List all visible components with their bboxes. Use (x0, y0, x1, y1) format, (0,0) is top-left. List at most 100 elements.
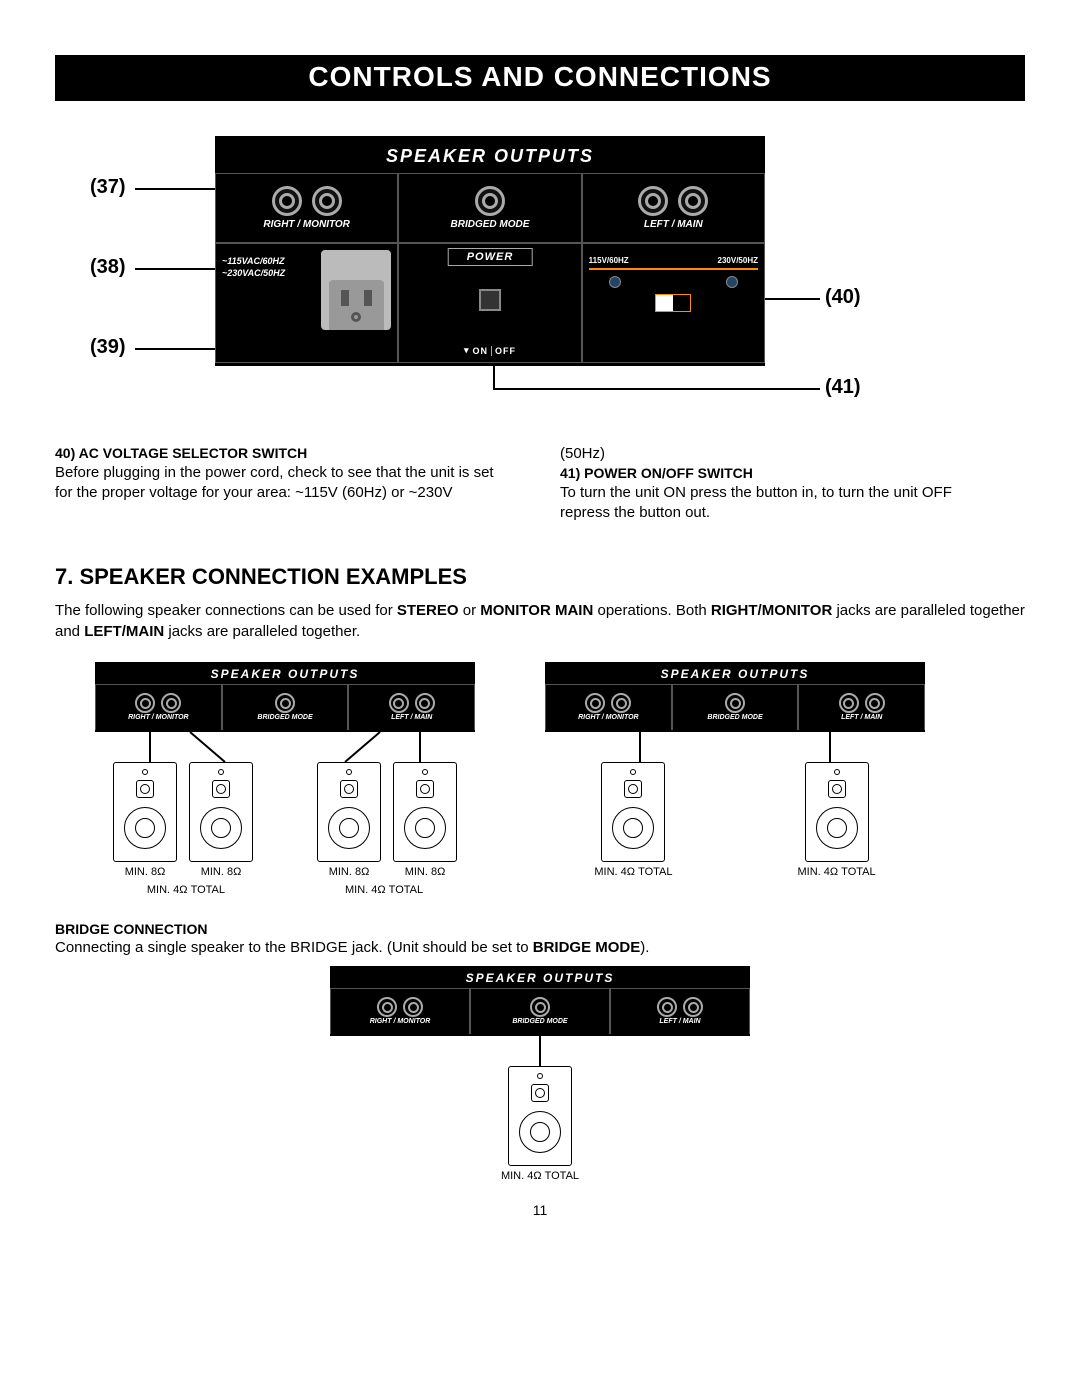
voltage-selector-cell: 115V/60HZ 230V/50HZ (582, 243, 765, 363)
power-button-icon (479, 289, 501, 311)
cell-label: RIGHT / MONITOR (128, 714, 189, 721)
jack-icon (475, 186, 505, 216)
ac-label-line: ~230VAC/50HZ (222, 268, 285, 280)
description-columns: 40) AC VOLTAGE SELECTOR SWITCH Before pl… (55, 444, 1025, 524)
callout-41: (41) (825, 376, 861, 399)
section-7-intro: The following speaker connections can be… (55, 600, 1025, 642)
cell-label: BRIDGED MODE (451, 219, 530, 230)
intro-text: or (459, 602, 481, 619)
body-text: Before plugging in the power cord, check… (55, 463, 520, 483)
left-column: 40) AC VOLTAGE SELECTOR SWITCH Before pl… (55, 444, 520, 524)
example-bridge: SPEAKER OUTPUTS RIGHT / MONITOR BRIDGED … (330, 966, 750, 1182)
wire-diagram (545, 732, 925, 762)
right-monitor-cell: RIGHT / MONITOR (215, 173, 398, 243)
speaker-icon (393, 762, 457, 862)
mini-panel-title: SPEAKER OUTPUTS (545, 662, 925, 684)
speaker-icon (189, 762, 253, 862)
leader-line (493, 388, 820, 390)
jack-icon (272, 186, 302, 216)
speaker-icon (113, 762, 177, 862)
jack-icon (377, 997, 397, 1017)
right-column: (50Hz) 41) POWER ON/OFF SWITCH To turn t… (560, 444, 1025, 524)
panel-bottom-row: ~115VAC/60HZ ~230VAC/50HZ POWER ▾ ON OFF (215, 243, 765, 363)
item-41-heading: 41) POWER ON/OFF SWITCH (560, 464, 1025, 483)
cell-label: BRIDGED MODE (512, 1018, 567, 1025)
mini-panel: SPEAKER OUTPUTS RIGHT / MONITOR BRIDGED … (95, 662, 475, 732)
wire-diagram (95, 732, 475, 762)
intro-bold: RIGHT/MONITOR (711, 602, 832, 619)
jack-icon (657, 997, 677, 1017)
cell-label: RIGHT / MONITOR (370, 1018, 431, 1025)
callout-40: (40) (825, 286, 861, 309)
intro-text: jacks are paralleled together. (164, 623, 360, 640)
led-icon (726, 276, 738, 288)
bridge-text-part: Connecting a single speaker to the BRIDG… (55, 939, 533, 956)
panel-title: SPEAKER OUTPUTS (215, 136, 765, 173)
mini-panel-title: SPEAKER OUTPUTS (95, 662, 475, 684)
intro-bold: STEREO (397, 602, 459, 619)
impedance-label: MIN. 8Ω (329, 866, 370, 878)
bridge-heading: BRIDGE CONNECTION (55, 921, 1025, 937)
on-off-label: ▾ ON OFF (464, 345, 516, 356)
jack-icon (839, 693, 859, 713)
volt-label-230: 230V/50HZ (718, 256, 758, 265)
bridge-text: Connecting a single speaker to the BRIDG… (55, 939, 1025, 956)
cell-label: BRIDGED MODE (257, 714, 312, 721)
on-label: ON (473, 346, 489, 356)
jack-icon (389, 693, 409, 713)
ac-label-line: ~115VAC/60HZ (222, 256, 285, 268)
volt-label-115: 115V/60HZ (589, 256, 629, 265)
jack-icon (403, 997, 423, 1017)
speaker-icon (601, 762, 665, 862)
power-switch-cell: POWER ▾ ON OFF (398, 243, 581, 363)
jack-icon (683, 997, 703, 1017)
power-label: POWER (448, 248, 533, 266)
page-title-bar: CONTROLS AND CONNECTIONS (55, 55, 1025, 101)
body-text: To turn the unit ON press the button in,… (560, 483, 1025, 503)
mini-panel-title: SPEAKER OUTPUTS (330, 966, 750, 988)
led-icon (609, 276, 621, 288)
intro-bold: MONITOR MAIN (480, 602, 593, 619)
cell-label: RIGHT / MONITOR (263, 219, 349, 230)
jack-icon (415, 693, 435, 713)
jack-icon (638, 186, 668, 216)
body-text: for the proper voltage for your area: ~1… (55, 483, 520, 503)
voltage-selector-switch-icon (655, 294, 691, 312)
output-jacks-row: RIGHT / MONITOR BRIDGED MODE LEFT / MAIN (215, 173, 765, 243)
jack-icon (585, 693, 605, 713)
speaker-icon (508, 1066, 572, 1166)
callout-39: (39) (90, 336, 126, 359)
cell-label: BRIDGED MODE (707, 714, 762, 721)
intro-bold: LEFT/MAIN (84, 623, 164, 640)
mini-panel: SPEAKER OUTPUTS RIGHT / MONITOR BRIDGED … (545, 662, 925, 732)
bridge-text-bold: BRIDGE MODE (533, 939, 641, 956)
impedance-total-label: MIN. 4Ω TOTAL (798, 866, 876, 878)
arrow-down-icon: ▾ (464, 345, 470, 356)
body-text: repress the button out. (560, 503, 1025, 523)
page-number: 11 (55, 1202, 1025, 1218)
example-row: SPEAKER OUTPUTS RIGHT / MONITOR BRIDGED … (95, 662, 1025, 896)
jack-icon (161, 693, 181, 713)
bridged-cell: BRIDGED MODE (398, 173, 581, 243)
jack-icon (135, 693, 155, 713)
item-40-heading: 40) AC VOLTAGE SELECTOR SWITCH (55, 444, 520, 463)
mini-panel: SPEAKER OUTPUTS RIGHT / MONITOR BRIDGED … (330, 966, 750, 1036)
ac-inlet-cell: ~115VAC/60HZ ~230VAC/50HZ (215, 243, 398, 363)
jack-icon (725, 693, 745, 713)
impedance-label: MIN. 8Ω (125, 866, 166, 878)
jack-icon (865, 693, 885, 713)
impedance-total-label: MIN. 4Ω TOTAL (345, 884, 423, 896)
impedance-total-label: MIN. 4Ω TOTAL (594, 866, 672, 878)
section-7-heading: 7. Speaker Connection Examples (55, 564, 1025, 590)
impedance-label: MIN. 8Ω (201, 866, 242, 878)
volt-indicator-line (589, 268, 758, 270)
cell-label: LEFT / MAIN (659, 1018, 700, 1025)
jack-icon (275, 693, 295, 713)
wire-diagram (330, 1036, 750, 1066)
speaker-icon (805, 762, 869, 862)
body-text: (50Hz) (560, 444, 1025, 464)
cell-label: RIGHT / MONITOR (578, 714, 639, 721)
callout-38: (38) (90, 256, 126, 279)
jack-icon (678, 186, 708, 216)
impedance-label: MIN. 8Ω (405, 866, 446, 878)
